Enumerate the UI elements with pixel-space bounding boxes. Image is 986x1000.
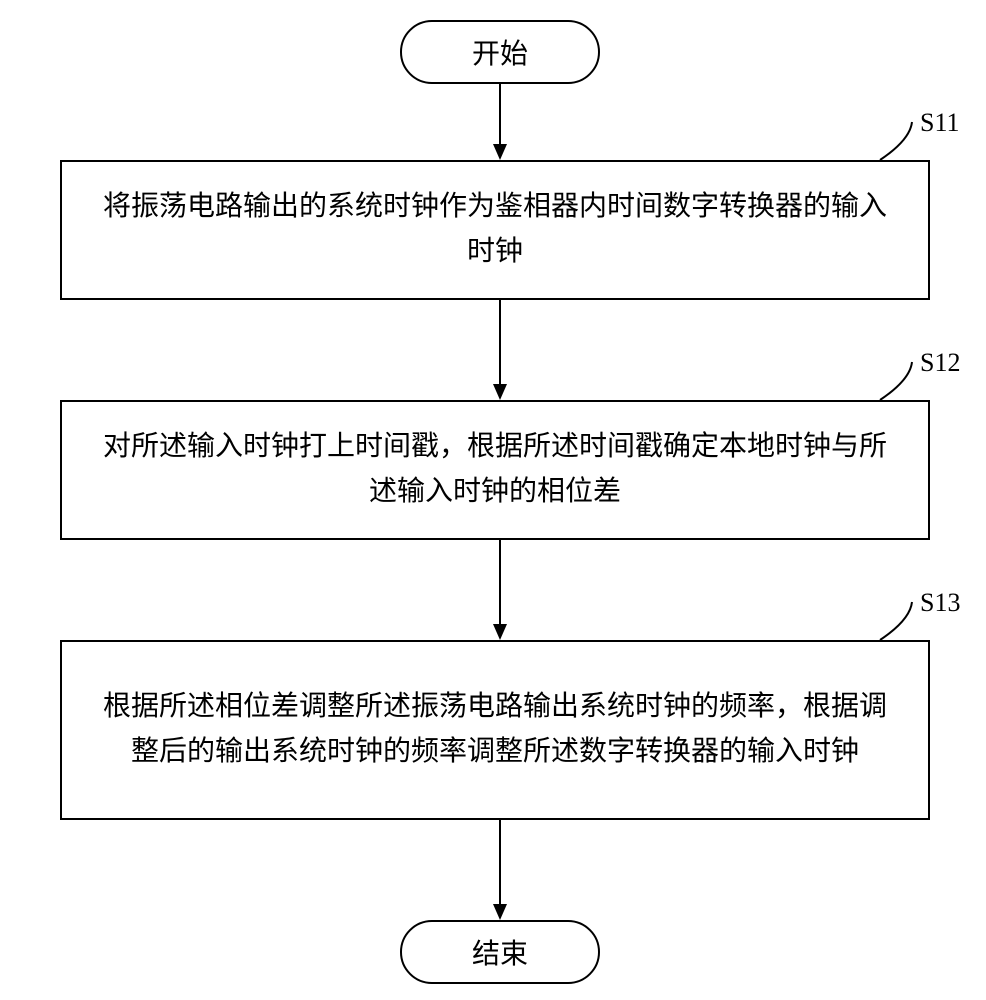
process-s12-text: 对所述输入时钟打上时间戳，根据所述时间戳确定本地时钟与所述输入时钟的相位差 <box>92 425 898 515</box>
process-s11-text: 将振荡电路输出的系统时钟作为鉴相器内时间数字转换器的输入时钟 <box>92 185 898 275</box>
process-s13: 根据所述相位差调整所述振荡电路输出系统时钟的频率，根据调整后的输出系统时钟的频率… <box>60 640 930 820</box>
start-text: 开始 <box>472 32 528 72</box>
label-s11: S11 <box>920 108 960 138</box>
end-text: 结束 <box>472 932 528 972</box>
flowchart-canvas: 开始 将振荡电路输出的系统时钟作为鉴相器内时间数字转换器的输入时钟 S11 对所… <box>0 0 986 1000</box>
end-node: 结束 <box>400 920 600 984</box>
process-s11: 将振荡电路输出的系统时钟作为鉴相器内时间数字转换器的输入时钟 <box>60 160 930 300</box>
start-node: 开始 <box>400 20 600 84</box>
label-s12: S12 <box>920 348 960 378</box>
label-s12-text: S12 <box>920 348 960 377</box>
label-s13: S13 <box>920 588 960 618</box>
label-s11-text: S11 <box>920 108 960 137</box>
process-s13-text: 根据所述相位差调整所述振荡电路输出系统时钟的频率，根据调整后的输出系统时钟的频率… <box>92 685 898 775</box>
label-s13-text: S13 <box>920 588 960 617</box>
process-s12: 对所述输入时钟打上时间戳，根据所述时间戳确定本地时钟与所述输入时钟的相位差 <box>60 400 930 540</box>
